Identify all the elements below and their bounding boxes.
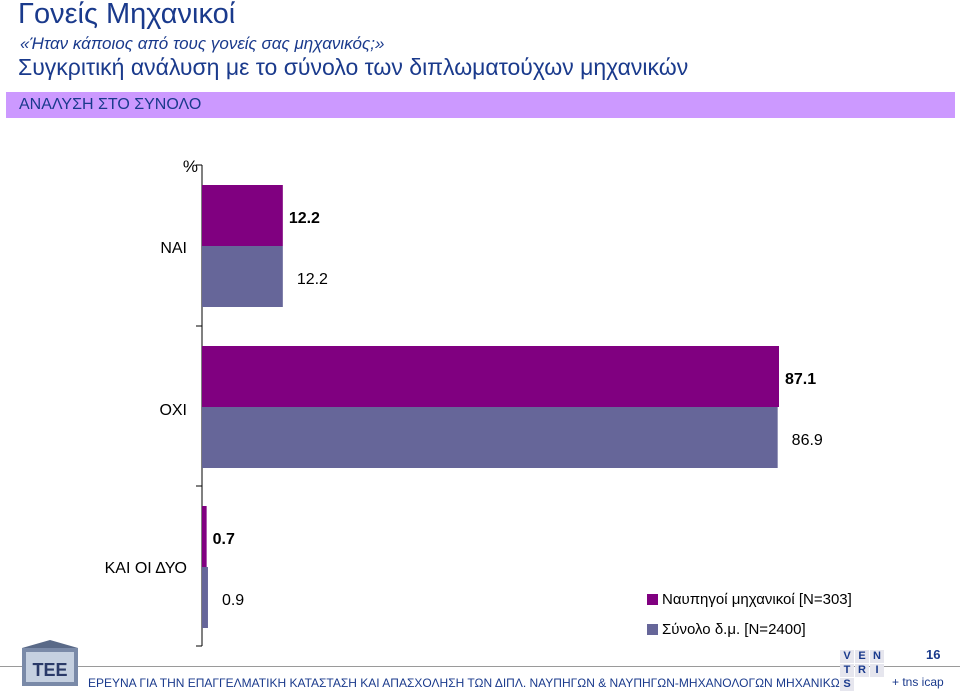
brand-logo: + tns icap <box>892 675 944 689</box>
data-label: 0.9 <box>222 592 244 609</box>
tee-logo-text: TEE <box>32 660 67 680</box>
bar-total <box>202 407 778 468</box>
vents-letter: E <box>855 650 869 663</box>
legend-label: Σύνολο δ.μ. [N=2400] <box>662 621 806 638</box>
bar-naval <box>202 346 779 407</box>
vents-letter: I <box>870 664 884 677</box>
data-label: 87.1 <box>785 371 816 388</box>
unit-label: % <box>183 157 198 176</box>
data-label: 0.7 <box>213 531 235 548</box>
data-label: 12.2 <box>297 271 328 288</box>
footer-divider <box>0 666 960 667</box>
category-label: ΟΧΙ <box>159 402 187 419</box>
page-number: 16 <box>926 647 941 662</box>
vents-letter: R <box>855 664 869 677</box>
survey-question: «Ήταν κάποιος από τους γονείς σας μηχανι… <box>20 34 385 53</box>
vents-letter: S <box>840 678 854 691</box>
bar-total <box>202 246 283 307</box>
data-label: 12.2 <box>289 210 320 227</box>
vents-letter: T <box>840 664 854 677</box>
legend-swatch <box>647 624 658 635</box>
section-band: ΑΝΑΛΥΣΗ ΣΤΟ ΣΥΝΟΛΟ <box>6 92 955 118</box>
vents-letter: N <box>870 650 884 663</box>
vents-letter: V <box>840 650 854 663</box>
legend-swatch <box>647 594 658 605</box>
footer-text: ΕΡΕΥΝΑ ΓΙΑ ΤΗΝ ΕΠΑΓΓΕΛΜΑΤΙΚΗ ΚΑΤΑΣΤΑΣΗ Κ… <box>88 676 849 690</box>
section-band-label: ΑΝΑΛΥΣΗ ΣΤΟ ΣΥΝΟΛΟ <box>19 96 202 113</box>
bar-naval <box>202 506 207 567</box>
category-label: ΝΑΙ <box>160 240 187 257</box>
page-title: Γονείς Μηχανικοί <box>18 0 236 30</box>
data-label: 86.9 <box>792 432 823 449</box>
category-label: ΚΑΙ ΟΙ ΔΥΟ <box>105 560 187 577</box>
bar-naval <box>202 185 283 246</box>
bar-total <box>202 567 208 628</box>
vents-logo: V E N T R I S <box>840 650 884 692</box>
page-subtitle: Συγκριτική ανάλυση με το σύνολο των διπλ… <box>18 54 689 80</box>
tee-logo: TEE <box>22 640 78 686</box>
legend-label: Ναυπηγοί μηχανικοί [N=303] <box>662 591 852 608</box>
